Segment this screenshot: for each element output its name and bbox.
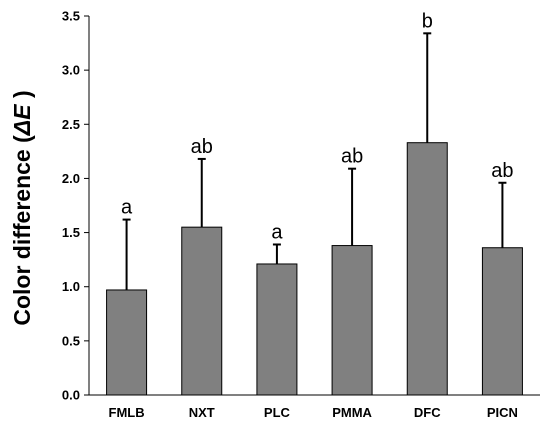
y-tick-label: 3.5	[62, 9, 80, 24]
y-axis-ticks: 0.0 0.5 1.0 1.5 2.0 2.5 3.0 3.5	[62, 9, 89, 403]
y-axis-title-close: )	[9, 90, 35, 104]
bar-fmlb	[106, 289, 148, 396]
y-tick-label: 2.5	[62, 117, 80, 132]
y-tick-label: 0.5	[62, 333, 80, 348]
x-category-label: DFC	[414, 405, 441, 420]
significance-letters-group: a ab a ab b ab	[121, 10, 514, 243]
bar-dfc	[406, 142, 448, 396]
error-bars-group	[122, 32, 507, 290]
y-axis-title-main: Color difference (	[9, 135, 35, 326]
bar-nxt	[181, 226, 223, 396]
y-tick-label: 1.5	[62, 225, 80, 240]
x-axis-labels-group: FMLB NXT PLC PMMA DFC PICN	[109, 405, 518, 420]
y-tick-label: 3.0	[62, 63, 80, 78]
bar-picn	[481, 247, 523, 396]
significance-letter-pmma: ab	[341, 146, 363, 168]
significance-letter-picn: ab	[491, 160, 513, 182]
x-category-label: NXT	[189, 405, 215, 420]
x-category-label: PICN	[487, 405, 518, 420]
y-axis-title-symbol: ΔE	[9, 104, 35, 136]
y-axis-title: Color difference (ΔE )	[9, 90, 35, 325]
y-tick-label: 2.0	[62, 171, 80, 186]
x-category-label: PMMA	[332, 405, 372, 420]
x-category-label: PLC	[264, 405, 291, 420]
bar-plc	[256, 263, 298, 396]
x-category-label: FMLB	[109, 405, 145, 420]
y-tick-label: 1.0	[62, 279, 80, 294]
bars-group	[106, 142, 523, 396]
significance-letter-fmlb: a	[121, 197, 133, 219]
bar-pmma	[331, 245, 373, 396]
significance-letter-plc: a	[271, 221, 283, 243]
significance-letter-dfc: b	[422, 10, 433, 32]
y-tick-label: 0.0	[62, 388, 80, 403]
significance-letter-nxt: ab	[191, 136, 213, 158]
